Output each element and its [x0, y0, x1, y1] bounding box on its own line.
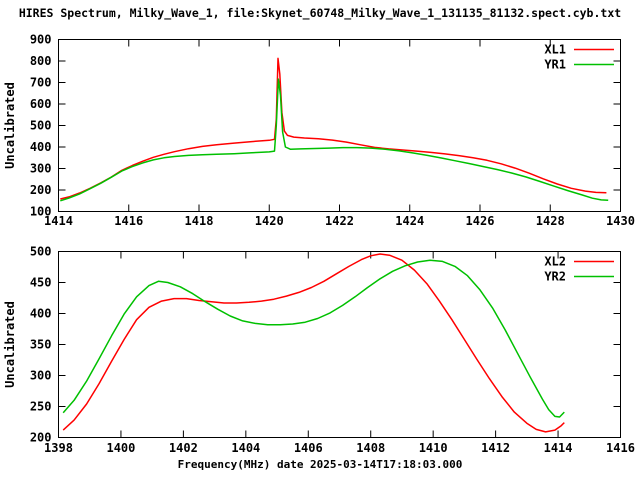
y-tick-label: 200 — [30, 431, 52, 445]
x-tick-label: 1418 — [185, 214, 214, 228]
x-tick-label: 1424 — [395, 214, 424, 228]
x-tick-label: 1412 — [481, 441, 510, 455]
x-tick-label: 1406 — [294, 441, 323, 455]
x-tick-label: 1400 — [106, 441, 135, 455]
ylabel-bottom-plot: Uncalibrated — [3, 301, 17, 388]
y-tick-label: 100 — [30, 205, 52, 219]
x-tick-label: 1414 — [44, 214, 73, 228]
y-tick-label: 700 — [30, 76, 52, 90]
y-tick-label: 900 — [30, 33, 52, 47]
series-line-YR2 — [62, 259, 565, 418]
x-tick-label: 1428 — [536, 214, 565, 228]
y-tick-label: 450 — [30, 276, 52, 290]
legend-label-XL2: XL2 — [544, 255, 566, 269]
legend-label-XL1: XL1 — [544, 43, 566, 57]
ylabel-top-plot: Uncalibrated — [3, 82, 17, 169]
y-tick-label: 300 — [30, 162, 52, 176]
x-tick-label: 1430 — [606, 214, 635, 228]
x-tick-label: 1426 — [466, 214, 495, 228]
y-tick-label: 800 — [30, 54, 52, 68]
plot-border — [58, 39, 621, 212]
x-tick-label: 1408 — [356, 441, 385, 455]
x-tick-label: 1402 — [169, 441, 198, 455]
y-tick-label: 400 — [30, 140, 52, 154]
y-tick-label: 500 — [30, 245, 52, 259]
page-title: HIRES Spectrum, Milky_Wave_1, file:Skyne… — [18, 6, 622, 20]
y-tick-label: 600 — [30, 97, 52, 111]
legend-label-YR2: YR2 — [544, 270, 566, 284]
series-line-XL2 — [62, 253, 565, 433]
y-tick-label: 350 — [30, 338, 52, 352]
series-line-YR1 — [60, 78, 609, 202]
x-tick-label: 1422 — [325, 214, 354, 228]
legend-label-YR1: YR1 — [544, 58, 566, 72]
plot-border — [58, 251, 621, 438]
y-tick-label: 500 — [30, 119, 52, 133]
x-tick-label: 1416 — [606, 441, 635, 455]
series-line-XL1 — [60, 57, 607, 200]
y-tick-label: 200 — [30, 183, 52, 197]
x-tick-label: 1414 — [544, 441, 573, 455]
y-tick-label: 400 — [30, 307, 52, 321]
x-tick-label: 1420 — [255, 214, 284, 228]
y-tick-label: 300 — [30, 369, 52, 383]
x-tick-label: 1416 — [114, 214, 143, 228]
x-tick-label: 1404 — [231, 441, 260, 455]
y-tick-label: 250 — [30, 400, 52, 414]
x-axis-label: Frequency(MHz) date 2025-03-14T17:18:03.… — [177, 458, 463, 471]
x-tick-label: 1410 — [419, 441, 448, 455]
x-tick-label: 1398 — [44, 441, 73, 455]
